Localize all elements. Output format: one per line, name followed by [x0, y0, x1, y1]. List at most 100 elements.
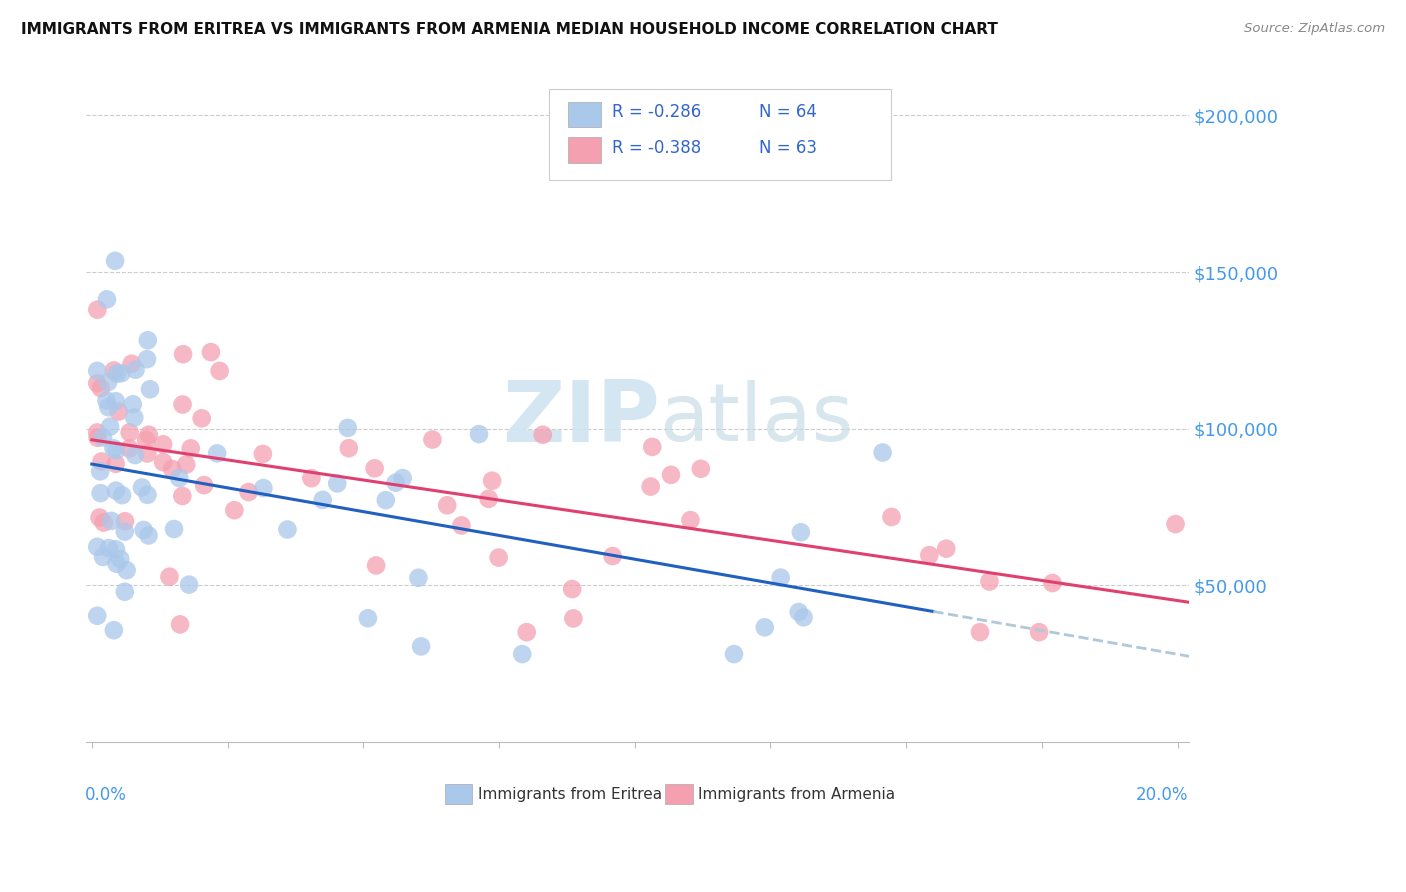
Point [787, 605, 810, 619]
Point [96, 393, 118, 408]
Point [105, 557, 128, 571]
Point [640, 479, 662, 493]
Point [132, 523, 155, 537]
Point [1164, 517, 1187, 532]
Point [561, 582, 583, 596]
Point [86, 425, 108, 440]
Point [167, 471, 190, 485]
Text: Immigrants from Armenia: Immigrants from Armenia [699, 787, 896, 802]
Point [172, 347, 194, 361]
Bar [665, 784, 693, 805]
Point [659, 467, 682, 482]
Text: N = 63: N = 63 [759, 139, 817, 157]
Point [193, 478, 215, 492]
Point [89, 510, 111, 524]
Point [336, 421, 359, 435]
Point [252, 481, 274, 495]
Point [152, 455, 174, 469]
Point [97, 541, 120, 555]
Point [91, 549, 114, 564]
Point [121, 357, 143, 371]
Point [326, 476, 349, 491]
Point [481, 474, 503, 488]
Point [90, 381, 112, 395]
Point [190, 411, 212, 425]
Point [224, 503, 246, 517]
Point [90, 454, 112, 468]
Text: Immigrants from Eritrea: Immigrants from Eritrea [478, 787, 662, 802]
Point [86, 364, 108, 378]
Point [152, 437, 174, 451]
Point [97, 401, 120, 415]
Text: N = 64: N = 64 [759, 103, 817, 121]
Point [357, 611, 380, 625]
Point [679, 513, 702, 527]
Point [105, 367, 128, 381]
Point [208, 364, 231, 378]
Point [93, 516, 115, 530]
Point [115, 563, 138, 577]
Point [391, 471, 413, 485]
Point [754, 620, 776, 634]
Point [96, 293, 118, 307]
Text: IMMIGRANTS FROM ERITREA VS IMMIGRANTS FROM ARMENIA MEDIAN HOUSEHOLD INCOME CORRE: IMMIGRANTS FROM ERITREA VS IMMIGRANTS FR… [21, 22, 998, 37]
Point [104, 542, 127, 557]
Point [136, 333, 159, 347]
Point [180, 442, 202, 456]
Point [409, 640, 432, 654]
Text: R = -0.286: R = -0.286 [612, 103, 702, 121]
Point [86, 431, 108, 445]
Point [159, 570, 181, 584]
Point [366, 558, 388, 573]
Point [90, 486, 112, 500]
Point [103, 624, 125, 638]
Point [114, 524, 136, 539]
Point [384, 475, 406, 490]
Point [107, 404, 129, 418]
Point [531, 427, 554, 442]
Point [136, 488, 159, 502]
Point [1042, 576, 1064, 591]
Text: atlas: atlas [659, 380, 853, 458]
Point [602, 549, 624, 563]
Point [436, 499, 458, 513]
Point [450, 518, 472, 533]
Point [516, 625, 538, 640]
Point [104, 483, 127, 498]
Point [100, 514, 122, 528]
FancyBboxPatch shape [550, 88, 891, 179]
Point [136, 446, 159, 460]
Point [104, 253, 127, 268]
Point [86, 608, 108, 623]
Point [114, 514, 136, 528]
Text: Source: ZipAtlas.com: Source: ZipAtlas.com [1244, 22, 1385, 36]
Point [172, 397, 194, 411]
Point [562, 611, 585, 625]
Point [363, 461, 385, 475]
Point [110, 366, 132, 380]
Point [138, 427, 160, 442]
Point [689, 462, 711, 476]
Point [97, 375, 120, 389]
Point [979, 574, 1001, 589]
Point [124, 410, 146, 425]
Point [769, 571, 792, 585]
Point [468, 427, 491, 442]
Point [163, 522, 186, 536]
Point [138, 528, 160, 542]
Point [238, 485, 260, 500]
Point [91, 430, 114, 444]
Point [374, 493, 396, 508]
Point [408, 571, 430, 585]
Point [89, 464, 111, 478]
Point [121, 397, 143, 411]
Point [790, 525, 813, 540]
Point [86, 540, 108, 554]
Point [174, 458, 197, 472]
Point [139, 382, 162, 396]
Point [124, 448, 146, 462]
Point [935, 541, 957, 556]
Point [86, 302, 108, 317]
Point [103, 442, 125, 456]
Point [114, 584, 136, 599]
